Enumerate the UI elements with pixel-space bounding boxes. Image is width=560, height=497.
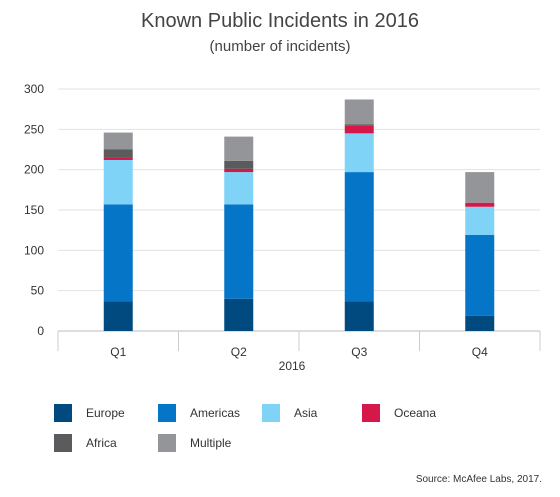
legend-swatch-asia xyxy=(262,404,280,422)
legend-label-oceana: Oceana xyxy=(394,406,437,420)
x-tick-label: Q2 xyxy=(231,345,247,359)
bar-q2-oceana xyxy=(224,168,254,173)
bars xyxy=(103,99,495,331)
chart-title: Known Public Incidents in 2016 xyxy=(141,10,419,32)
legend-label-americas: Americas xyxy=(190,406,241,420)
bar-q1-americas xyxy=(103,204,133,302)
y-tick-label: 250 xyxy=(24,122,44,136)
legend-swatch-europe xyxy=(54,404,72,422)
x-tick-label: Q1 xyxy=(110,345,126,359)
legend-swatch-americas xyxy=(158,404,176,422)
source-note: Source: McAfee Labs, 2017. xyxy=(415,474,542,485)
bar-q1-multiple xyxy=(103,132,133,150)
chart-subtitle: (number of incidents) xyxy=(209,38,351,55)
bar-q4-multiple xyxy=(465,172,495,203)
legend-item-africa: Africa xyxy=(54,434,117,452)
bar-q3-africa xyxy=(344,124,374,126)
stacked-bar-chart: 0 50 100 150 200 250 300 Q1 Q2 Q3 Q4 2016 xyxy=(24,82,541,373)
y-tick-label: 100 xyxy=(24,243,44,257)
legend-item-americas: Americas xyxy=(158,404,240,422)
y-tick-label: 0 xyxy=(37,324,44,338)
legend-item-multiple: Multiple xyxy=(158,434,231,452)
bar-q2-africa xyxy=(224,160,254,169)
bar-q1-asia xyxy=(103,159,133,205)
bar-q4-americas xyxy=(465,235,495,316)
legend-label-europe: Europe xyxy=(86,406,125,420)
bar-q1-africa xyxy=(103,149,133,158)
bar-q3-americas xyxy=(344,172,374,302)
bar-q3-asia xyxy=(344,133,374,173)
y-tick-label: 150 xyxy=(24,203,44,217)
x-tick-label: Q3 xyxy=(351,345,367,359)
legend-swatch-multiple xyxy=(158,434,176,452)
legend-label-africa: Africa xyxy=(86,436,117,450)
bar-q2-europe xyxy=(224,298,254,331)
bar-q2-americas xyxy=(224,204,254,299)
bar-q3-europe xyxy=(344,301,374,331)
bar-q1-oceana xyxy=(103,157,133,160)
bar-q1-europe xyxy=(103,301,133,331)
bar-q4-asia xyxy=(465,206,495,236)
legend-swatch-oceana xyxy=(362,404,380,422)
y-tick-labels: 0 50 100 150 200 250 300 xyxy=(24,82,44,338)
legend-item-oceana: Oceana xyxy=(362,404,436,422)
bar-q3-oceana xyxy=(344,125,374,134)
bar-q2-multiple xyxy=(224,136,254,161)
gridlines xyxy=(57,88,541,351)
y-tick-label: 300 xyxy=(24,82,44,96)
y-tick-label: 50 xyxy=(31,284,45,298)
x-tick-label: Q4 xyxy=(472,345,488,359)
bar-q4-europe xyxy=(465,315,495,331)
legend-label-asia: Asia xyxy=(294,406,318,420)
bar-q2-asia xyxy=(224,172,254,205)
bar-q4-oceana xyxy=(465,202,495,207)
legend-label-multiple: Multiple xyxy=(190,436,232,450)
y-tick-label: 200 xyxy=(24,163,44,177)
legend-item-europe: Europe xyxy=(54,404,125,422)
legend-swatch-africa xyxy=(54,434,72,452)
bar-q3-multiple xyxy=(344,99,374,125)
legend-item-asia: Asia xyxy=(262,404,317,422)
x-tick-labels: Q1 Q2 Q3 Q4 xyxy=(110,345,488,359)
x-axis-label: 2016 xyxy=(279,359,306,373)
